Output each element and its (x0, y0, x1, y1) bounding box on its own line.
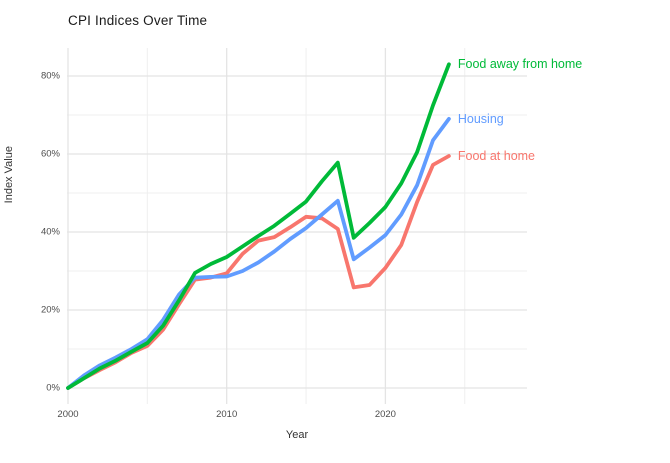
series-label-food-at-home: Food at home (457, 148, 536, 163)
chart-title: CPI Indices Over Time (68, 13, 208, 28)
x-tick-label: 2010 (216, 409, 238, 420)
y-tick-label: 20% (40, 304, 60, 316)
series-label-food-away-from-home: Food away from home (457, 57, 583, 72)
x-tick-label: 2020 (374, 409, 396, 420)
y-tick-label: 40% (40, 226, 60, 238)
y-tick-label: 60% (40, 148, 60, 160)
x-tick-label: 2000 (57, 409, 79, 420)
y-tick-label: 80% (40, 70, 60, 82)
line-housing (66, 117, 451, 390)
x-axis-title: Year (285, 429, 309, 441)
line-food-away-from-home (66, 62, 451, 390)
series-label-housing: Housing (457, 111, 504, 126)
y-tick-label: 0% (46, 382, 60, 394)
